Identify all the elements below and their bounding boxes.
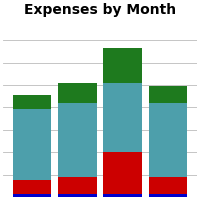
Bar [103, 194, 142, 197]
Bar [13, 109, 51, 180]
Bar [149, 103, 187, 177]
Bar [13, 194, 51, 197]
Title: Expenses by Month: Expenses by Month [24, 3, 176, 17]
Bar [103, 152, 142, 194]
Bar [13, 95, 51, 109]
Bar [149, 86, 187, 103]
Bar [58, 194, 97, 197]
Bar [149, 194, 187, 197]
Bar [58, 177, 97, 194]
Bar [149, 177, 187, 194]
Bar [13, 180, 51, 194]
Bar [103, 48, 142, 83]
Bar [103, 83, 142, 152]
Bar [58, 103, 97, 177]
Bar [58, 83, 97, 103]
